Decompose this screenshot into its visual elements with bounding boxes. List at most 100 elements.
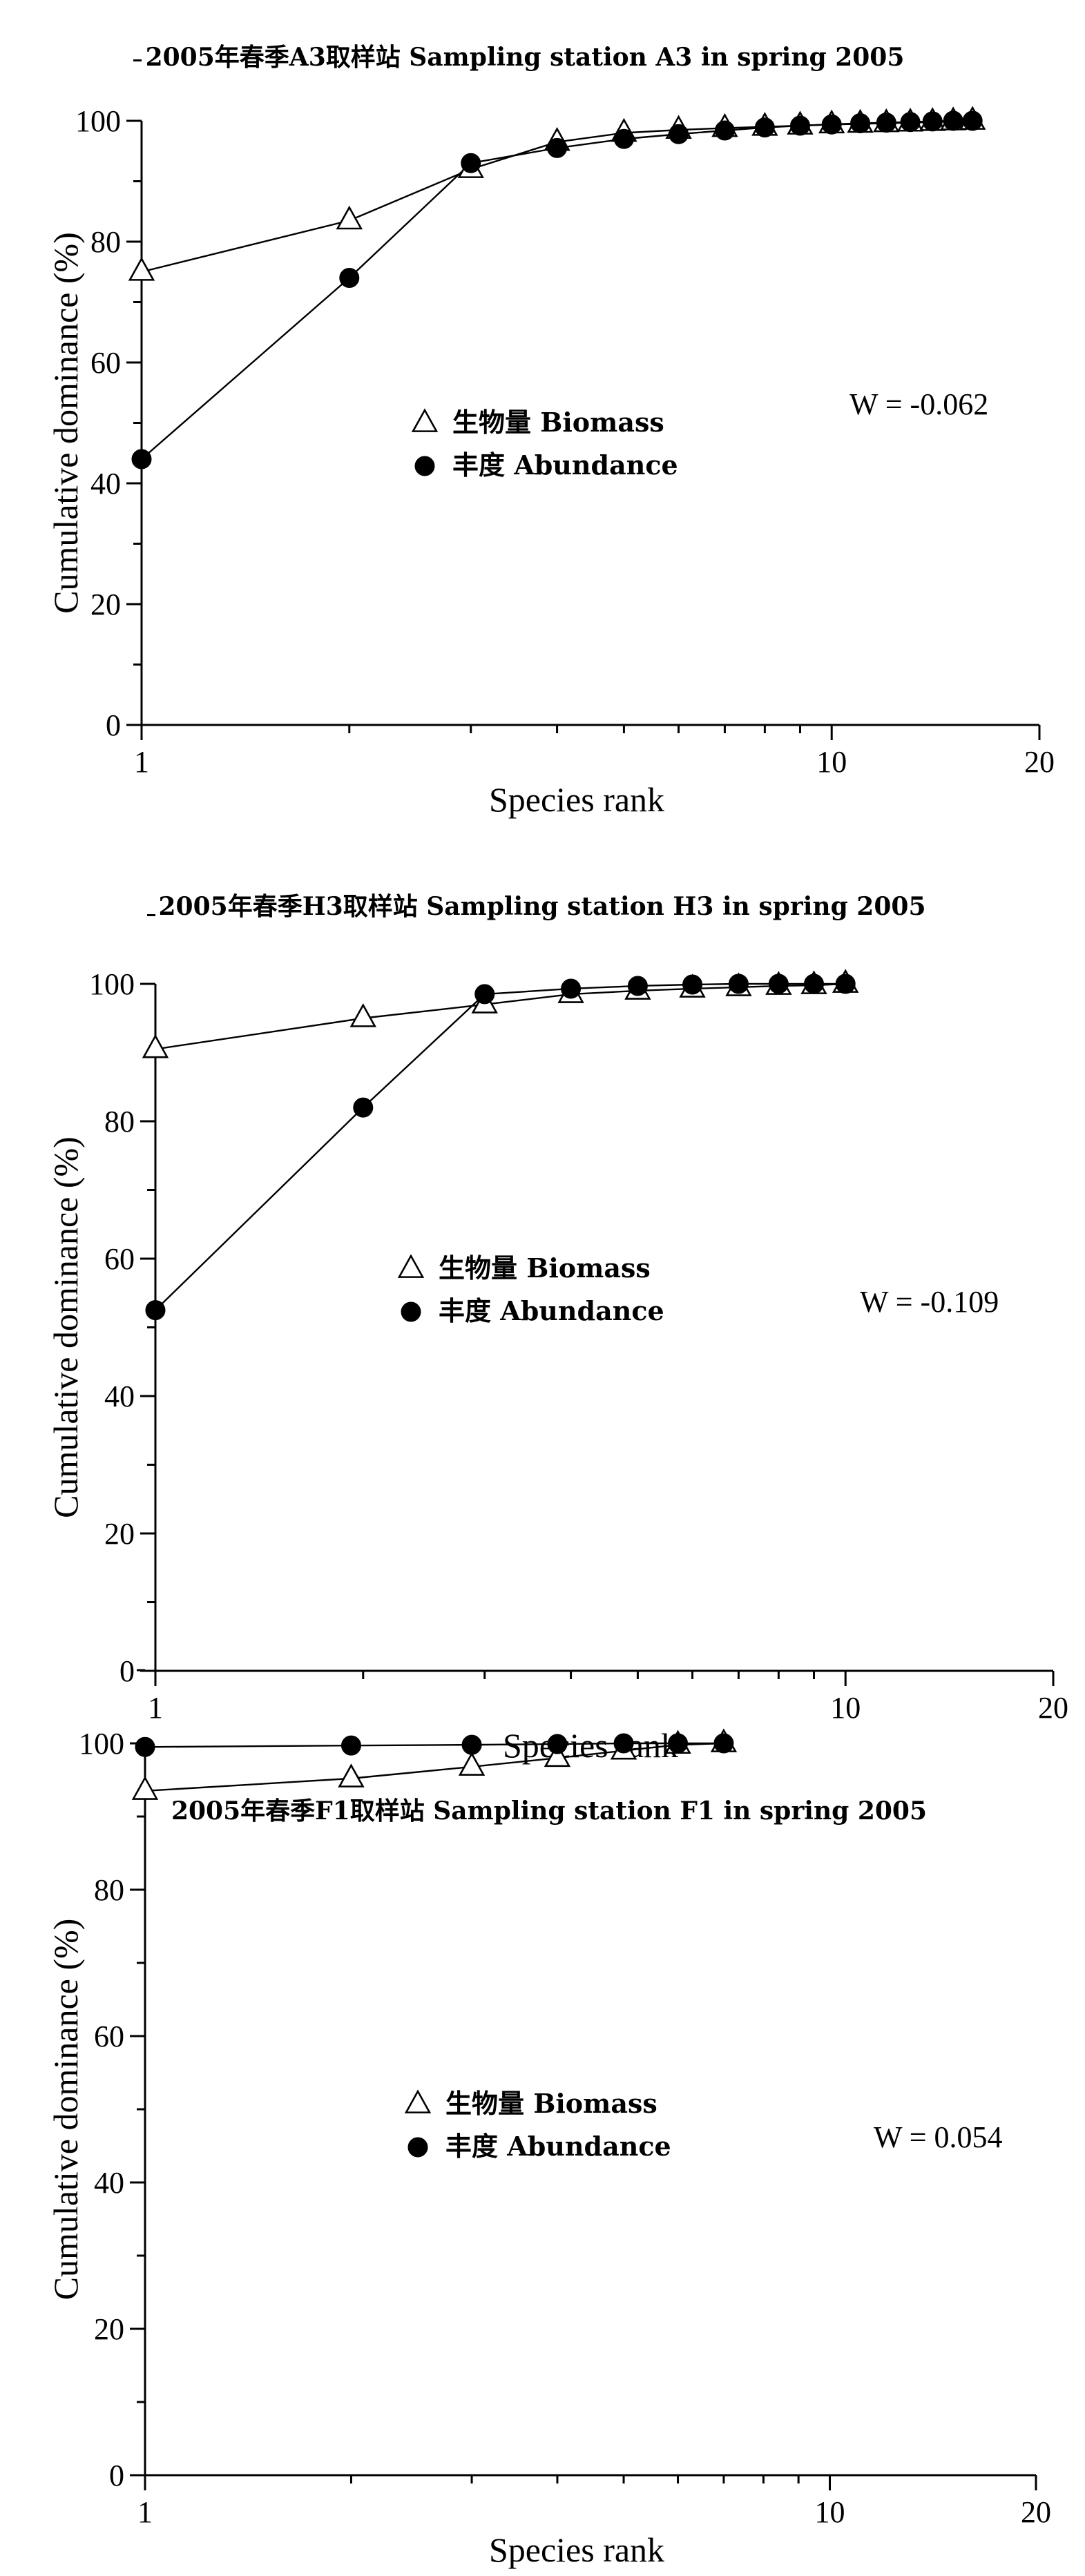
abundance-point	[728, 974, 749, 994]
abundance-point	[803, 974, 824, 994]
y-tick-label: 0	[106, 708, 121, 742]
chart-h3: 2005年春季H3取样站 Sampling station H3 in spri…	[46, 892, 1068, 1765]
x-tick-label: 20	[1024, 745, 1055, 779]
chart-a3: 2005年春季A3取样站 Sampling station A3 in spri…	[46, 43, 1055, 819]
abundance-point	[461, 153, 481, 173]
chart-title: 2005年春季F1取样站 Sampling station F1 in spri…	[171, 1797, 927, 1826]
abundance-point	[561, 978, 582, 999]
x-axis-title: Species rank	[489, 2530, 664, 2569]
abundance-point	[145, 1300, 166, 1321]
y-tick-label: 0	[119, 1654, 135, 1688]
abundance-point	[900, 112, 921, 133]
legend-label-abundance: 丰度 Abundance	[445, 2131, 671, 2162]
biomass-point	[458, 1752, 486, 1776]
biomass-point	[142, 1034, 169, 1058]
abundance-point	[613, 1733, 634, 1754]
y-tick-label: 20	[104, 1517, 135, 1551]
y-tick-label: 40	[90, 467, 121, 501]
legend-label-biomass: 生物量 Biomass	[445, 2088, 657, 2119]
abundance-point	[850, 113, 871, 133]
x-tick-label: 1	[148, 1691, 163, 1725]
w-statistic: W = -0.062	[849, 387, 988, 421]
biomass-point	[336, 205, 363, 230]
y-tick-label: 100	[89, 967, 135, 1001]
y-tick-label: 100	[79, 1727, 124, 1761]
y-axis-title: Cumulative dominance (%)	[46, 1136, 85, 1518]
chart-f1: 2005年春季F1取样站 Sampling station F1 in spri…	[46, 1669, 1051, 2569]
abundance-point	[669, 124, 689, 144]
biomass-point	[128, 257, 155, 281]
x-tick-label: 10	[816, 745, 847, 779]
x-tick-label: 1	[137, 2495, 153, 2529]
abundance-point	[474, 984, 495, 1005]
abundance-point	[768, 974, 789, 994]
abundance-point	[789, 115, 810, 136]
abundance-point	[962, 110, 983, 131]
legend: 生物量 Biomass 丰度 Abundance	[404, 2088, 671, 2162]
x-axis-title: Species rank	[489, 780, 664, 819]
y-axis-title: Cumulative dominance (%)	[46, 1919, 85, 2301]
abundance-point	[340, 1735, 361, 1756]
abundance-point	[713, 1733, 734, 1754]
abundance-point	[922, 111, 943, 132]
abundance-point	[353, 1097, 374, 1118]
abundance-point	[461, 1734, 482, 1755]
abundance-point	[668, 1733, 689, 1754]
y-tick-label: 20	[94, 2312, 124, 2346]
y-tick-label: 80	[90, 225, 121, 259]
legend-label-abundance: 丰度 Abundance	[439, 1295, 664, 1326]
legend: 生物量 Biomass 丰度 Abundance	[411, 407, 678, 481]
x-tick-label: 1	[134, 745, 149, 779]
series-line-abundance	[155, 982, 846, 1311]
abundance-point	[682, 974, 703, 995]
legend-circle-icon	[401, 1301, 421, 1322]
x-tick-label: 20	[1038, 1691, 1068, 1725]
abundance-point	[547, 1734, 568, 1754]
abundance-point	[627, 976, 648, 996]
abundance-point	[876, 113, 896, 133]
chart-title: 2005年春季H3取样站 Sampling station H3 in spri…	[159, 892, 926, 921]
abundance-point	[835, 974, 856, 994]
x-axis-title: Species rank	[503, 1726, 678, 1765]
x-tick-label: 10	[830, 1691, 861, 1725]
y-tick-label: 100	[75, 104, 121, 138]
y-tick-label: 20	[90, 588, 121, 621]
abundance-point	[547, 137, 568, 158]
y-tick-label: 80	[94, 1873, 124, 1907]
y-tick-label: 80	[104, 1105, 135, 1139]
legend: 生物量 Biomass 丰度 Abundance	[397, 1252, 664, 1326]
biomass-point	[338, 1763, 365, 1788]
abundance-point	[339, 268, 360, 288]
legend-circle-icon	[414, 456, 435, 476]
y-tick-label: 60	[90, 346, 121, 380]
biomass-point	[544, 1743, 571, 1768]
legend-triangle-icon	[404, 2089, 432, 2113]
abundance-point	[943, 110, 963, 131]
series-line-abundance	[141, 119, 973, 460]
legend-circle-icon	[407, 2137, 428, 2158]
y-tick-label: 60	[94, 2020, 124, 2053]
x-tick-label: 20	[1021, 2495, 1051, 2529]
abundance-point	[135, 1736, 155, 1757]
chart-title: 2005年春季A3取样站 Sampling station A3 in spri…	[146, 43, 905, 72]
series-line-biomass	[155, 982, 846, 1050]
legend-triangle-icon	[397, 1254, 425, 1278]
legend-label-biomass: 生物量 Biomass	[452, 407, 664, 438]
biomass-point	[349, 1003, 377, 1027]
w-statistic: W = 0.054	[874, 2120, 1003, 2154]
legend-label-abundance: 丰度 Abundance	[452, 449, 678, 481]
y-tick-label: 60	[104, 1242, 135, 1276]
y-tick-label: 0	[109, 2459, 124, 2492]
abundance-point	[714, 120, 735, 141]
abundance-point	[821, 114, 842, 135]
w-statistic: W = -0.109	[860, 1285, 999, 1319]
y-axis-title: Cumulative dominance (%)	[46, 232, 85, 614]
abundance-point	[754, 117, 775, 138]
abundance-point	[613, 128, 634, 149]
abundance-point	[131, 449, 152, 469]
y-tick-label: 40	[94, 2166, 124, 2200]
y-tick-label: 40	[104, 1379, 135, 1413]
legend-triangle-icon	[411, 408, 439, 432]
x-tick-label: 10	[815, 2495, 845, 2529]
